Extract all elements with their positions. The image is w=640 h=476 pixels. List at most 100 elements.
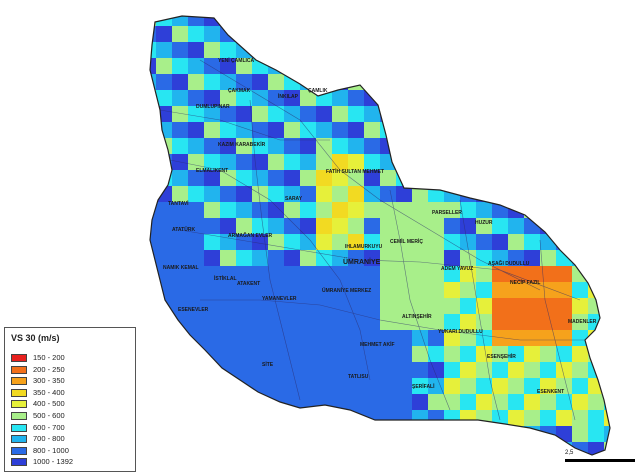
vs30-cell (444, 378, 460, 394)
vs30-cell (172, 250, 188, 266)
vs30-cell (412, 186, 428, 202)
vs30-cell (604, 122, 610, 138)
vs30-cell (236, 458, 252, 474)
vs30-cell (204, 138, 220, 154)
vs30-cell (492, 170, 508, 186)
vs30-cell (396, 26, 412, 42)
vs30-cell (460, 298, 476, 314)
vs30-cell (188, 378, 204, 394)
vs30-cell (332, 90, 348, 106)
vs30-cell (236, 266, 252, 282)
vs30-cell (604, 234, 610, 250)
vs30-cell (204, 330, 220, 346)
vs30-cell (380, 154, 396, 170)
vs30-cell (492, 330, 508, 346)
vs30-cell (268, 282, 284, 298)
vs30-cell (380, 16, 396, 26)
vs30-cell (508, 298, 524, 314)
vs30-cell (300, 330, 316, 346)
vs30-cell (300, 106, 316, 122)
vs30-cell (492, 346, 508, 362)
vs30-cell (348, 442, 364, 455)
vs30-cell (188, 90, 204, 106)
vs30-cell (396, 346, 412, 362)
vs30-cell (604, 16, 610, 26)
vs30-cell (380, 394, 396, 410)
vs30-cell (172, 282, 188, 298)
vs30-cell (428, 202, 444, 218)
legend-label: 300 - 350 (33, 376, 65, 386)
vs30-cell (540, 58, 556, 74)
vs30-cell (364, 410, 380, 426)
vs30-cell (236, 410, 252, 426)
vs30-cell (364, 138, 380, 154)
vs30-cell (268, 186, 284, 202)
vs30-cell (150, 346, 156, 362)
vs30-cell (284, 42, 300, 58)
vs30-cell (476, 170, 492, 186)
vs30-cell (412, 90, 428, 106)
vs30-cell (476, 106, 492, 122)
vs30-cell (236, 16, 252, 26)
vs30-cell (348, 378, 364, 394)
vs30-cell (460, 378, 476, 394)
vs30-cell (156, 90, 172, 106)
vs30-cell (524, 410, 540, 426)
vs30-cell (150, 16, 156, 26)
vs30-cell (508, 250, 524, 266)
vs30-cell (380, 410, 396, 426)
vs30-cell (588, 122, 604, 138)
vs30-cell (268, 426, 284, 442)
vs30-cell (572, 202, 588, 218)
vs30-cell (348, 106, 364, 122)
vs30-cell (508, 394, 524, 410)
vs30-cell (540, 378, 556, 394)
vs30-cell (588, 154, 604, 170)
vs30-cell (444, 138, 460, 154)
vs30-cell (492, 106, 508, 122)
vs30-cell (204, 218, 220, 234)
vs30-cell (460, 58, 476, 74)
vs30-cell (268, 138, 284, 154)
vs30-cell (412, 362, 428, 378)
vs30-cell (220, 202, 236, 218)
neighborhood-label: CEMİL MERİÇ (390, 238, 423, 245)
vs30-cell (140, 458, 156, 474)
vs30-cell (508, 58, 524, 74)
vs30-cell (348, 426, 364, 442)
vs30-cell (220, 330, 236, 346)
vs30-cell (444, 250, 460, 266)
vs30-cell (476, 202, 492, 218)
vs30-cell (348, 58, 364, 74)
vs30-cell (268, 266, 284, 282)
vs30-cell (300, 314, 316, 330)
vs30-cell (428, 346, 444, 362)
vs30-cell (444, 266, 460, 282)
vs30-cell (316, 346, 332, 362)
vs30-cell (412, 122, 428, 138)
neighborhood-label: ADEM YAVUZ (441, 266, 473, 272)
vs30-cell (252, 58, 268, 74)
vs30-cell (460, 314, 476, 330)
vs30-cell (220, 410, 236, 426)
vs30-cell (348, 282, 364, 298)
vs30-cell (428, 154, 444, 170)
vs30-cell (380, 298, 396, 314)
legend-label: 500 - 600 (33, 411, 65, 420)
vs30-cell (150, 282, 156, 298)
vs30-cell (556, 378, 572, 394)
vs30-cell (476, 42, 492, 58)
vs30-cell (188, 170, 204, 186)
vs30-cell (412, 346, 428, 362)
vs30-cell (236, 122, 252, 138)
vs30-cell (444, 16, 460, 26)
vs30-cell (524, 106, 540, 122)
vs30-cell (588, 410, 604, 426)
vs30-cell (492, 122, 508, 138)
vs30-cell (476, 282, 492, 298)
vs30-cell (524, 58, 540, 74)
vs30-cell (508, 458, 524, 474)
vs30-cell (572, 26, 588, 42)
vs30-cell (556, 186, 572, 202)
vs30-cell (332, 282, 348, 298)
